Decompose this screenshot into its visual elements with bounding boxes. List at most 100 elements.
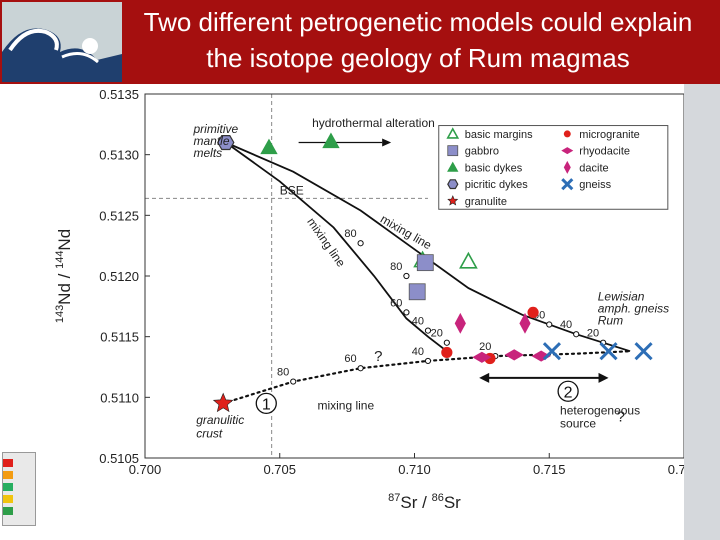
point-gneiss	[599, 342, 618, 361]
curve-tick-point	[403, 309, 410, 316]
legend-marker-microgranite	[563, 130, 571, 138]
x-tick-label: 0.710	[398, 462, 431, 477]
curve-tick-label: 80	[277, 367, 289, 379]
reference-lines	[145, 94, 428, 458]
annotation-mixing-line: mixing line	[304, 215, 348, 270]
circled-number-ring	[557, 380, 579, 402]
legend-marker-basic-dykes	[447, 161, 459, 172]
legend-label-picritic-dykes: picritic dykes	[465, 179, 528, 191]
legend-marker-picritic-dykes	[447, 179, 459, 190]
legend-label-gneiss: gneiss	[579, 179, 611, 191]
side-thumbnail-graphic	[3, 459, 13, 515]
x-tick-label: 0.705	[263, 462, 296, 477]
annotation-melts: melts	[194, 146, 223, 160]
curve-tick-point	[424, 327, 432, 334]
point-dacite	[519, 312, 531, 334]
y-tick-label: 0.5125	[99, 208, 139, 223]
legend-label-gabbro: gabbro	[465, 146, 499, 158]
point-gneiss	[634, 342, 653, 361]
point-microgranite	[441, 346, 453, 359]
legend-box	[438, 125, 669, 210]
annotation-granulitic: granulitic	[196, 413, 244, 427]
curve-tick-point	[443, 339, 450, 346]
curve-tick-label: 40	[412, 346, 424, 358]
y-tick-label: 0.5110	[100, 390, 139, 405]
y-tick-label: 0.5115	[100, 330, 139, 345]
curve-tick-label: 20	[431, 328, 443, 340]
mixing-curve-upper	[225, 141, 631, 353]
x-axis-label: 87Sr / 86Sr	[388, 492, 461, 512]
legend-marker-gabbro	[447, 145, 459, 157]
point-picritic-dykes	[217, 134, 235, 151]
legend-label-dacite: dacite	[579, 162, 608, 174]
axes: 0.700 0.705 0.710 0.715 0.720 0.5105 0.5110 0.5…	[54, 87, 684, 512]
point-basic-dykes	[260, 138, 278, 155]
point-basic-dykes	[322, 132, 340, 149]
circled-number-label: 1	[262, 396, 271, 413]
curve-tick-point	[357, 365, 364, 372]
y-tick-label: 0.5105	[99, 451, 139, 466]
wave-thumbnail-image	[2, 2, 122, 82]
x-marker-stroke	[542, 342, 562, 361]
curve-tick-point	[357, 240, 364, 247]
title-bar: Two different petrogenetic models could …	[0, 0, 720, 84]
plot-card: 0.700 0.705 0.710 0.715 0.720 0.5105 0.5110 0.5…	[48, 84, 684, 528]
legend: basic margins gabbro basic dykes picritic d…	[438, 125, 669, 210]
legend-label-microgranite: microgranite	[579, 129, 640, 141]
curve-tick-point	[546, 321, 553, 328]
y-axis-label: 143Nd / 144Nd	[54, 229, 74, 323]
x-marker-stroke	[561, 178, 574, 191]
point-basic-margins	[459, 251, 478, 269]
x-marker-stroke	[634, 342, 653, 361]
annotation-source: source	[560, 417, 596, 431]
legend-marker-basic-margins	[446, 127, 460, 139]
curve-tick-point	[403, 272, 410, 280]
y-tick-label: 0.5135	[99, 87, 139, 102]
curve-tick-point	[290, 378, 297, 385]
annotation-mixing-line: mixing line	[378, 212, 434, 253]
legend-marker-gneiss	[561, 178, 574, 191]
curve-tick-label: 40	[560, 319, 572, 331]
point-microgranite	[527, 306, 539, 318]
slide-title: Two different petrogenetic models could …	[143, 7, 693, 73]
x-tick-label: 0.715	[533, 462, 566, 477]
point-rhyodacite	[531, 350, 551, 362]
legend-marker-granulite	[447, 195, 459, 206]
annotation-heterogeneous: heterogeneous	[560, 403, 640, 417]
mixing-curve-lower	[225, 141, 448, 352]
data-points	[212, 132, 653, 413]
point-dacite	[454, 312, 466, 334]
annotation-mixing-line: mixing line	[317, 398, 374, 412]
hydrothermal-arrow-head	[382, 138, 392, 147]
source-range-arrow-head-left	[479, 372, 490, 383]
point-rhyodacite	[504, 349, 524, 361]
legend-marker-rhyodacite	[561, 147, 574, 155]
right-margin-bar	[684, 84, 720, 540]
curve-tick-label: 60	[344, 353, 356, 365]
side-thumbnail	[2, 452, 36, 526]
point-gabbro	[408, 283, 426, 301]
annotation--: ?	[617, 409, 625, 426]
circled-number-ring	[255, 392, 277, 415]
curve-tick-label: 80	[344, 228, 356, 240]
annotation-hydrothermal-alteration: hydrothermal alteration	[312, 116, 435, 130]
legend-label-basic-margins: basic margins	[465, 129, 533, 141]
curve-tick-label: 20	[479, 341, 491, 353]
point-gabbro	[416, 254, 434, 272]
legend-marker-dacite	[563, 160, 571, 174]
annotation-primitive: primitive	[193, 122, 239, 136]
annotation-rum: Rum	[598, 314, 623, 328]
curve-tick-point	[573, 331, 580, 338]
annotation-bse: BSE	[280, 184, 304, 198]
curve-tick-label: 60	[390, 297, 402, 309]
x-marker-stroke	[599, 342, 618, 361]
legend-label-granulite: granulite	[465, 196, 507, 208]
annotation-crust: crust	[196, 426, 223, 440]
annotation-lewisian: Lewisian	[598, 289, 645, 303]
point-granulite	[212, 392, 234, 413]
annotation-amph-gneiss: amph. gneiss	[598, 301, 669, 315]
curve-tick-label: 40	[412, 316, 424, 328]
annotation--: ?	[374, 348, 382, 365]
point-gneiss	[542, 342, 562, 361]
